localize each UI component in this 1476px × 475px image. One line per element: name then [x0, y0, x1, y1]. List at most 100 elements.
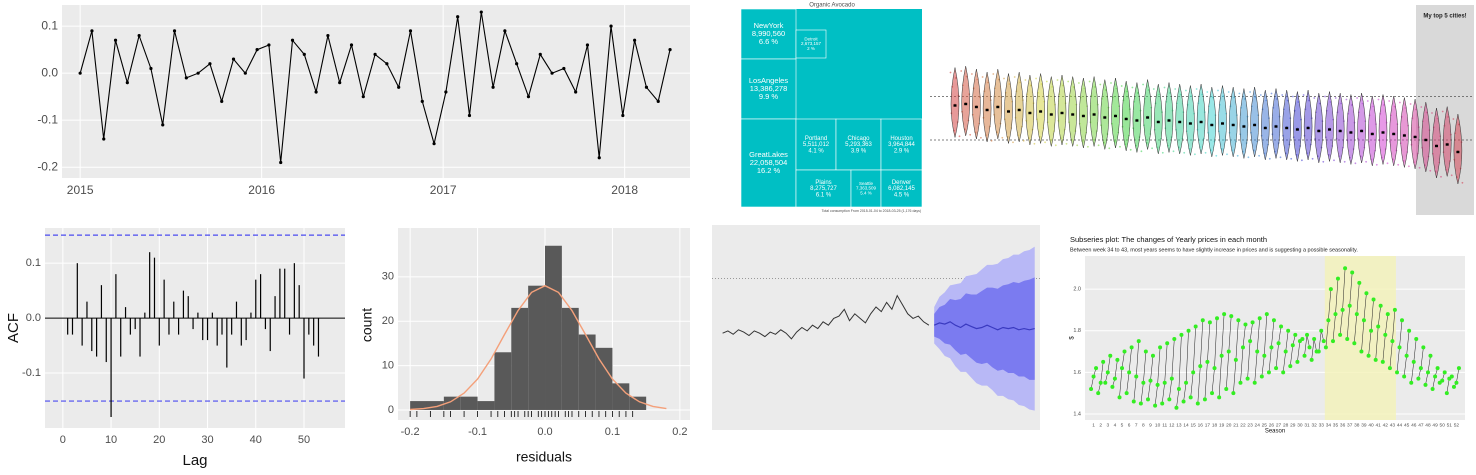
data-point [1319, 328, 1324, 333]
data-point [1392, 307, 1397, 312]
jitter-point [949, 71, 952, 74]
tile-label: 13,386,278 [750, 84, 788, 93]
violin [1389, 95, 1398, 167]
jitter-point [1206, 91, 1209, 93]
data-point [113, 38, 118, 42]
jitter-point [1194, 153, 1196, 156]
tile-label: 8,275,727 [810, 186, 837, 192]
data-point [1129, 345, 1134, 350]
x-tick-label: 15 [1191, 422, 1197, 428]
x-tick-label: 16 [1198, 422, 1204, 428]
data-point [1321, 339, 1326, 344]
data-point [1184, 380, 1189, 385]
violin [982, 71, 992, 143]
x-tick-label: 48 [1425, 422, 1431, 428]
jitter-point [1301, 159, 1303, 162]
median-mark [1456, 150, 1460, 154]
data-point [1212, 366, 1217, 371]
tile-label: Detroit [804, 36, 818, 41]
data-point [90, 29, 94, 33]
treemap-tile [880, 169, 923, 208]
median-mark [1338, 129, 1342, 133]
jitter-point [1215, 154, 1218, 157]
median-mark [1007, 110, 1010, 113]
data-point [609, 24, 613, 28]
footnote: Total consumption From 2015-01-04 to 201… [822, 209, 921, 213]
jitter-point [1324, 95, 1326, 98]
violin [1111, 77, 1120, 149]
x-tick-label: 22 [1240, 422, 1246, 428]
data-point [1105, 370, 1110, 375]
plot-background [45, 228, 345, 428]
data-point [1411, 359, 1416, 364]
annotation: My top 5 cities! [1423, 14, 1466, 20]
median-mark [1049, 113, 1053, 116]
data-point [1200, 318, 1205, 323]
data-point [149, 66, 153, 71]
median-mark [1135, 119, 1139, 122]
x-tick-label: 0.1 [605, 426, 620, 438]
data-point [1333, 312, 1338, 317]
x-tick-label: 29 [1290, 422, 1296, 428]
data-point [314, 90, 318, 94]
jitter-point [1097, 144, 1100, 147]
data-point [338, 80, 342, 85]
tile-label: NewYork [754, 21, 784, 30]
data-point [503, 29, 507, 33]
jitter-point [1108, 147, 1111, 150]
jitter-point [1183, 151, 1186, 154]
median-mark [985, 108, 989, 112]
data-point [1219, 353, 1224, 358]
data-point [1316, 349, 1321, 354]
median-mark [1263, 126, 1267, 130]
highlight-region [1324, 256, 1396, 420]
density-curve [410, 284, 667, 411]
data-point [1361, 318, 1366, 323]
data-point [1224, 386, 1229, 391]
x-tick-label: 47 [1418, 422, 1424, 428]
data-point [1423, 382, 1428, 387]
data-point [1409, 380, 1414, 385]
data-point [373, 52, 377, 56]
histogram-bar [511, 307, 529, 410]
data-point [1186, 328, 1191, 333]
data-point [1440, 378, 1445, 383]
jitter-point [1366, 100, 1369, 102]
violin [1004, 73, 1013, 144]
tile-label: Denver [892, 180, 911, 186]
jitter-point [1375, 163, 1378, 166]
tile-label: 8,990,560 [752, 29, 785, 38]
violin [1325, 91, 1334, 162]
data-point [1364, 291, 1369, 296]
data-point [125, 80, 129, 85]
data-point [1188, 395, 1193, 400]
jitter-point [1045, 80, 1048, 83]
jitter-point [1388, 100, 1391, 102]
x-tick-label: 4 [1114, 422, 1117, 428]
jitter-point [1088, 80, 1091, 83]
x-tick-label: 43 [1390, 422, 1396, 428]
data-point [1283, 349, 1288, 354]
jitter-point [1420, 106, 1423, 108]
violin [1228, 86, 1238, 158]
x-tick-label: 26 [1269, 422, 1275, 428]
jitter-point [1142, 83, 1144, 86]
jitter-point [1065, 142, 1068, 145]
data-point [1290, 343, 1295, 348]
data-point [479, 10, 483, 14]
violin [1421, 101, 1431, 173]
data-point [1236, 318, 1241, 323]
jitter-point [1236, 154, 1239, 157]
data-point [1330, 339, 1335, 344]
data-point [1193, 324, 1198, 329]
x-tick-label: 31 [1304, 422, 1310, 428]
median-mark [1156, 120, 1160, 124]
jitter-point [1247, 156, 1250, 159]
data-point [184, 76, 188, 80]
treemap-tile [880, 118, 923, 171]
jitter-point [1450, 174, 1453, 177]
data-point [1395, 370, 1400, 375]
x-tick-label: 27 [1276, 422, 1282, 428]
jitter-point [981, 76, 984, 78]
x-tick-label: 5 [1121, 422, 1124, 428]
